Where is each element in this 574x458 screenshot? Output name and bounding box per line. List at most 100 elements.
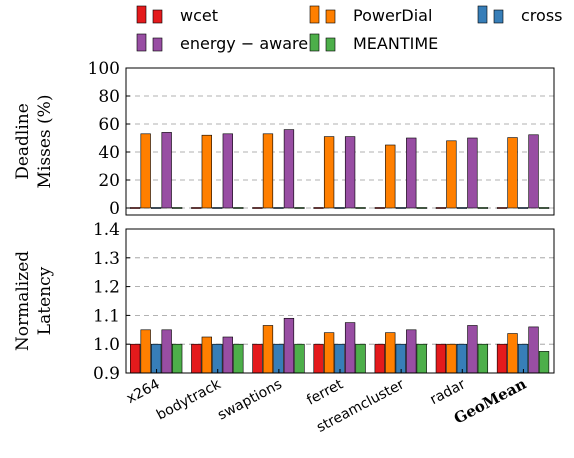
legend-swatch <box>325 9 336 24</box>
bar-meantime-geomean <box>538 207 550 209</box>
bar-meantime-streamcluster <box>416 343 427 374</box>
bar-powerdial-bodytrack <box>201 336 212 374</box>
y-tick-label: 100 <box>88 59 120 79</box>
bar-powerdial-swaptions <box>262 325 274 374</box>
bar-cross-radar <box>456 343 468 374</box>
x-tick-label-x264: x264 <box>124 376 163 407</box>
bar-cross-ferret <box>334 207 345 209</box>
bar-cross-bodytrack <box>212 343 223 374</box>
legend-label: wcet <box>180 6 218 25</box>
y-tick-label: 20 <box>98 171 120 191</box>
y-tick-label: 80 <box>98 87 120 107</box>
bar-meantime-streamcluster <box>416 207 427 209</box>
bar-powerdial-bodytrack <box>201 134 212 209</box>
y-tick-label: 1.0 <box>93 335 120 355</box>
bar-cross-radar <box>456 207 468 209</box>
y-axis-label: Deadline Misses (%) <box>13 95 55 189</box>
bar-wcet-streamcluster <box>374 207 385 209</box>
legend-swatch <box>152 9 163 24</box>
bar-powerdial-geomean <box>507 333 518 374</box>
bar-meantime-x264 <box>172 343 183 374</box>
bar-powerdial-ferret <box>323 136 335 209</box>
bar-powerdial-streamcluster <box>385 332 396 374</box>
bar-wcet-x264 <box>130 207 141 209</box>
y-axis-label-line: Deadline <box>13 103 33 180</box>
y-tick-label: 1.4 <box>93 220 120 240</box>
plot-frame <box>125 67 555 216</box>
y-tick-label: 0.9 <box>93 364 120 384</box>
bar-meantime-ferret <box>355 207 366 209</box>
normalized-latency-panel: 0.9 1.0 1.1 1.2 1.3 1.4 Normalized Latency <box>13 220 555 384</box>
x-tick-label-swaptions: swaptions <box>215 376 285 423</box>
bar-cross-ferret <box>334 343 345 374</box>
bar-wcet-ferret <box>313 343 324 374</box>
legend-swatch <box>136 33 147 52</box>
legend-item-powerdial: PowerDial <box>309 5 432 25</box>
y-tick-label: 1.2 <box>93 278 120 298</box>
bar-cross-x264 <box>151 343 162 374</box>
bar-wcet-swaptions <box>252 207 263 209</box>
bar-energy-aware-ferret <box>344 322 356 374</box>
bar-meantime-geomean <box>538 351 550 374</box>
bar-powerdial-ferret <box>323 332 335 374</box>
y-tick-label: 40 <box>98 143 120 163</box>
bar-cross-x264 <box>151 207 162 209</box>
bar-energy-aware-x264 <box>161 329 172 374</box>
bar-energy-aware-geomean <box>528 326 539 374</box>
legend-swatch <box>325 37 336 52</box>
bar-meantime-x264 <box>172 207 183 209</box>
chart-legend: wcet PowerDial cross energy − aware MEANTIME <box>136 5 562 53</box>
bar-meantime-ferret <box>355 343 366 374</box>
legend-label: energy − aware <box>180 34 308 53</box>
legend-swatch <box>309 33 320 52</box>
bar-energy-aware-radar <box>467 325 478 374</box>
bar-cross-swaptions <box>273 343 284 374</box>
y-tick-label: 0 <box>109 199 120 219</box>
bar-cross-swaptions <box>273 207 284 209</box>
bar-energy-aware-streamcluster <box>406 329 417 374</box>
bar-wcet-radar <box>435 207 447 209</box>
legend-item-meantime: MEANTIME <box>309 33 438 53</box>
legend-item-cross: cross <box>477 5 562 25</box>
bar-energy-aware-swaptions <box>283 317 295 374</box>
bar-energy-aware-bodytrack <box>222 336 233 374</box>
bar-meantime-radar <box>477 207 489 209</box>
bar-meantime-swaptions <box>294 343 305 374</box>
y-axis-label-line: Normalized <box>13 251 33 351</box>
bar-energy-aware-bodytrack <box>222 133 233 209</box>
legend-label: PowerDial <box>353 6 432 25</box>
bar-meantime-swaptions <box>294 207 305 209</box>
bar-powerdial-geomean <box>507 137 518 209</box>
legend-label: cross <box>521 6 562 25</box>
legend-swatch <box>493 9 504 24</box>
legend-swatch <box>152 37 163 52</box>
bar-wcet-ferret <box>313 207 324 209</box>
bar-wcet-bodytrack <box>191 343 202 374</box>
bar-cross-streamcluster <box>395 343 406 374</box>
bar-powerdial-radar <box>446 140 457 209</box>
bar-meantime-bodytrack <box>233 207 244 209</box>
legend-label: MEANTIME <box>353 34 438 53</box>
bar-wcet-streamcluster <box>374 343 385 374</box>
bar-wcet-geomean <box>496 207 508 209</box>
bar-wcet-geomean <box>496 343 508 374</box>
bar-powerdial-streamcluster <box>385 144 396 209</box>
bar-energy-aware-geomean <box>528 134 539 209</box>
x-tick-label-bodytrack: bodytrack <box>154 376 224 424</box>
legend-swatch <box>477 5 488 24</box>
bar-powerdial-swaptions <box>262 133 274 209</box>
bar-powerdial-radar <box>446 343 457 374</box>
bar-cross-geomean <box>517 343 529 374</box>
x-tick-label-ferret: ferret <box>304 376 346 408</box>
y-axis-label-line: Misses (%) <box>35 95 55 189</box>
legend-item-wcet: wcet <box>136 5 218 25</box>
y-axis-label: Normalized Latency <box>13 251 55 351</box>
bar-meantime-radar <box>477 343 489 374</box>
bar-wcet-x264 <box>130 343 141 374</box>
x-tick-label-radar: radar <box>427 376 468 408</box>
bar-energy-aware-swaptions <box>283 129 295 209</box>
legend-swatch <box>136 5 147 24</box>
legend-item-energy-aware: energy − aware <box>136 33 308 53</box>
